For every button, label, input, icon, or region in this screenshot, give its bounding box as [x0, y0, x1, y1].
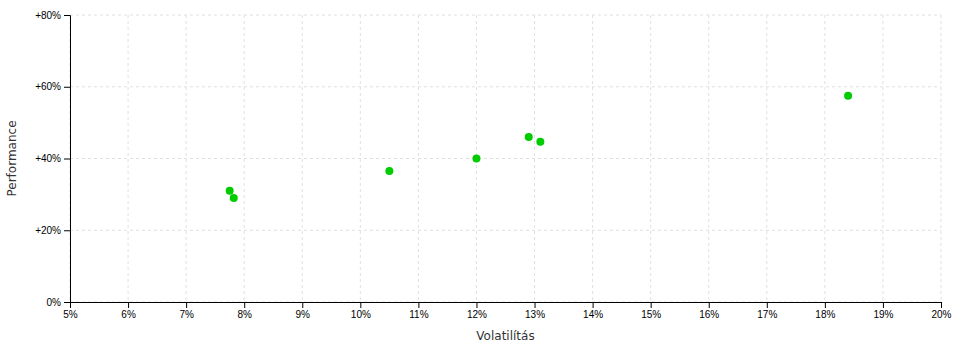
y-tick-mark	[64, 302, 70, 303]
grid-line-x	[650, 15, 651, 302]
x-tick-mark	[302, 302, 303, 308]
points	[226, 92, 852, 202]
x-tick: 10%	[351, 302, 371, 320]
y-tick-mark	[64, 15, 70, 16]
x-tick-label: 5%	[63, 309, 78, 320]
x-tick-label: 6%	[121, 309, 136, 320]
x-tick: 14%	[583, 302, 603, 320]
x-tick-label: 20%	[931, 309, 951, 320]
x-tick-label: 16%	[699, 309, 719, 320]
x-tick-label: 15%	[641, 309, 661, 320]
point	[226, 187, 234, 195]
x-tick-label: 17%	[757, 309, 777, 320]
y-tick-label: +20%	[35, 225, 61, 236]
x-tick-mark	[651, 302, 652, 308]
point	[525, 133, 533, 141]
point	[230, 194, 238, 202]
x-tick: 5%	[63, 302, 78, 320]
grid-line-y	[70, 86, 941, 87]
x-tick: 8%	[237, 302, 252, 320]
x-tick: 16%	[699, 302, 719, 320]
y-tick-label: +80%	[35, 10, 61, 21]
x-tick: 18%	[815, 302, 835, 320]
x-tick-label: 19%	[873, 309, 893, 320]
x-tick-mark	[360, 302, 361, 308]
y-tick: +40%	[35, 153, 70, 164]
x-tick-label: 9%	[296, 309, 311, 320]
x-tick: 13%	[525, 302, 545, 320]
x-tick: 17%	[757, 302, 777, 320]
x-tick-mark	[883, 302, 884, 308]
x-tick-mark	[128, 302, 129, 308]
grid-line-x	[302, 15, 303, 302]
x-tick: 6%	[121, 302, 136, 320]
grid-line-y	[70, 230, 941, 231]
x-tick-label: 14%	[583, 309, 603, 320]
grid-line-x	[128, 15, 129, 302]
x-tick-label: 13%	[525, 309, 545, 320]
x-tick-mark	[186, 302, 187, 308]
y-axis-line	[64, 16, 71, 303]
x-tick-label: 18%	[815, 309, 835, 320]
point	[536, 138, 544, 146]
x-tick-mark	[418, 302, 419, 308]
y-tick-label: +40%	[35, 153, 61, 164]
x-tick-mark	[825, 302, 826, 308]
y-tick-mark	[64, 230, 70, 231]
x-tick: 9%	[296, 302, 311, 320]
y-tick: +80%	[35, 10, 70, 21]
point	[472, 155, 480, 163]
chart: 5% 6% 7% 8% 9% 10% 11% 12% 13% 14% 15% 16% 17% 18% 19%…	[0, 0, 966, 350]
x-tick: 12%	[467, 302, 487, 320]
grid-line-y	[70, 15, 941, 16]
x-tick: 11%	[409, 302, 428, 320]
x-axis-title: Volatilítás	[476, 329, 534, 343]
x-tick-mark	[593, 302, 594, 308]
x-tick-label: 7%	[179, 309, 194, 320]
x-tick-label: 11%	[409, 309, 428, 320]
x-tick-mark	[535, 302, 536, 308]
y-tick: 0%	[47, 297, 70, 308]
x-tick-mark	[244, 302, 245, 308]
x-tick-mark	[941, 302, 942, 308]
point	[385, 167, 393, 175]
grid-line-y	[70, 158, 941, 159]
x-tick: 7%	[179, 302, 194, 320]
x-tick-label: 8%	[237, 309, 252, 320]
x-tick: 20%	[931, 302, 951, 320]
x-tick-label: 12%	[467, 309, 487, 320]
y-tick-mark	[64, 159, 70, 160]
plot: 5% 6% 7% 8% 9% 10% 11% 12% 13% 14% 15% 16% 17% 18% 19%…	[35, 10, 951, 320]
y-tick-mark	[64, 87, 70, 88]
x-axis-line	[71, 303, 942, 309]
x-tick-mark	[476, 302, 477, 308]
grid-line-x	[824, 15, 825, 302]
x-axis: 5% 6% 7% 8% 9% 10% 11% 12% 13% 14% 15% 16% 17% 18% 19%…	[63, 302, 951, 320]
x-tick-label: 10%	[351, 309, 371, 320]
y-tick-label: 0%	[47, 297, 62, 308]
x-tick: 19%	[873, 302, 893, 320]
x-tick: 15%	[641, 302, 661, 320]
x-tick-mark	[767, 302, 768, 308]
y-axis-title: Performance	[5, 120, 19, 196]
x-tick-mark	[709, 302, 710, 308]
y-tick: +20%	[35, 225, 70, 236]
y-tick: +60%	[35, 81, 70, 92]
point	[844, 92, 852, 100]
grid	[70, 15, 941, 302]
y-axis: 0% +20% +40% +60% +80%	[35, 10, 70, 308]
y-tick-label: +60%	[35, 81, 61, 92]
